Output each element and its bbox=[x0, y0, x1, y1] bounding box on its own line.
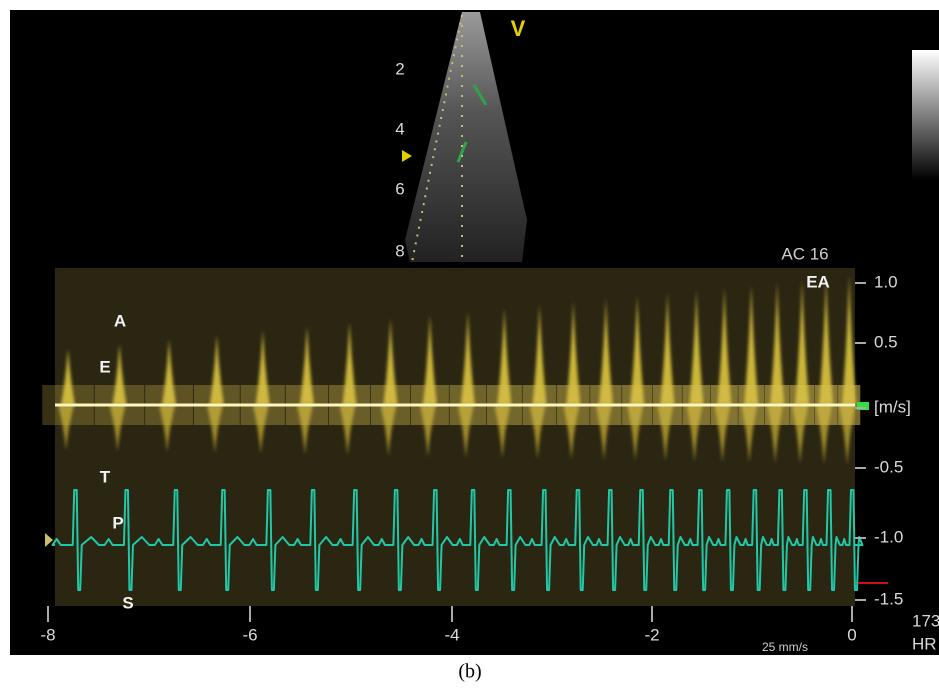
depth-label: 6 bbox=[395, 179, 404, 198]
sector-marker-label: V bbox=[511, 16, 526, 41]
spectral-spike bbox=[457, 405, 474, 458]
spectral-spike bbox=[627, 405, 644, 461]
heart-rate-value: 173 bbox=[912, 611, 939, 630]
trace-label: P bbox=[112, 513, 123, 532]
spectral-spike bbox=[563, 405, 580, 460]
trace-label: T bbox=[100, 467, 111, 486]
spectral-spike bbox=[339, 405, 356, 456]
spectral-spike bbox=[112, 343, 127, 405]
x-tick-label: 0 bbox=[847, 625, 856, 644]
trace-label: EA bbox=[806, 272, 830, 291]
depth-label: 2 bbox=[395, 59, 404, 78]
spectral-spike bbox=[209, 334, 224, 405]
baseline-marker bbox=[857, 402, 869, 410]
spectral-spike bbox=[532, 304, 547, 405]
y-tick-label: 1.0 bbox=[874, 272, 898, 291]
trace-label: E bbox=[99, 357, 110, 376]
spectral-spike bbox=[252, 405, 269, 454]
y-tick-label: -1.0 bbox=[874, 527, 903, 546]
ecg-marker bbox=[45, 533, 53, 547]
spectral-spike bbox=[422, 314, 437, 405]
spectral-spike bbox=[419, 405, 436, 458]
y-tick-label: 0.5 bbox=[874, 332, 898, 351]
spectral-spike bbox=[842, 275, 857, 405]
spectral-spike bbox=[299, 326, 314, 405]
y-axis: 1.0 0.5 [m/s] -0.5 -1.0 -1.5 bbox=[855, 272, 911, 608]
spectral-spike bbox=[494, 405, 511, 459]
spectral-spike bbox=[342, 322, 357, 405]
mode-label: AC 16 bbox=[781, 244, 828, 263]
spectral-spike bbox=[686, 405, 703, 463]
x-tick-label: -8 bbox=[40, 625, 55, 644]
spectral-spike bbox=[598, 298, 613, 405]
spectral-spike bbox=[497, 307, 512, 405]
spectral-spike bbox=[206, 405, 223, 454]
spectral-spike bbox=[380, 405, 397, 457]
spectral-spike bbox=[819, 277, 834, 405]
x-tick-label: -6 bbox=[242, 625, 257, 644]
depth-label: 4 bbox=[395, 119, 404, 138]
spectral-spike bbox=[61, 348, 75, 405]
spectral-spike bbox=[460, 311, 475, 405]
focus-marker bbox=[402, 150, 412, 162]
ecg-trace bbox=[51, 489, 864, 591]
caption: (b) bbox=[458, 661, 481, 683]
y-tick-label: [m/s] bbox=[874, 397, 911, 416]
heart-rate-unit: HR bbox=[912, 634, 937, 653]
spectral-spike bbox=[689, 289, 704, 405]
spectral-spike bbox=[566, 301, 581, 405]
trace-label: A bbox=[114, 311, 126, 330]
spectral-spike bbox=[660, 292, 675, 405]
spectral-spike bbox=[255, 330, 270, 405]
ecg bbox=[51, 489, 864, 591]
spectral-spike bbox=[717, 287, 732, 405]
spectral-spike bbox=[744, 284, 759, 405]
spectral-spike bbox=[657, 405, 674, 462]
spectral-spike bbox=[770, 282, 785, 405]
x-tick-label: -4 bbox=[444, 625, 459, 644]
y-tick-label: -0.5 bbox=[874, 457, 903, 476]
spectral-spike bbox=[159, 405, 176, 453]
spectral-spike bbox=[595, 405, 612, 461]
sweep-speed: 25 mm/s bbox=[762, 640, 808, 654]
gray-scale-bar bbox=[912, 50, 939, 180]
spectral-spike bbox=[529, 405, 546, 460]
spectral-spike bbox=[58, 405, 74, 451]
trace-label: S bbox=[122, 593, 133, 612]
spectral-spike bbox=[383, 318, 398, 405]
y-tick-label: -1.5 bbox=[874, 589, 903, 608]
spectral-spike bbox=[162, 339, 177, 405]
spectral-spike bbox=[109, 405, 126, 452]
sector-marker bbox=[456, 141, 468, 163]
depth-label: 8 bbox=[395, 241, 404, 260]
spectral-spike bbox=[630, 295, 645, 405]
x-axis: -8 -6 -4 -2 0 bbox=[40, 606, 857, 644]
spectral-spike bbox=[296, 405, 313, 455]
sector-image bbox=[405, 12, 527, 262]
spectral-spike bbox=[795, 279, 810, 405]
sector-marker bbox=[472, 84, 488, 106]
x-tick-label: -2 bbox=[644, 625, 659, 644]
